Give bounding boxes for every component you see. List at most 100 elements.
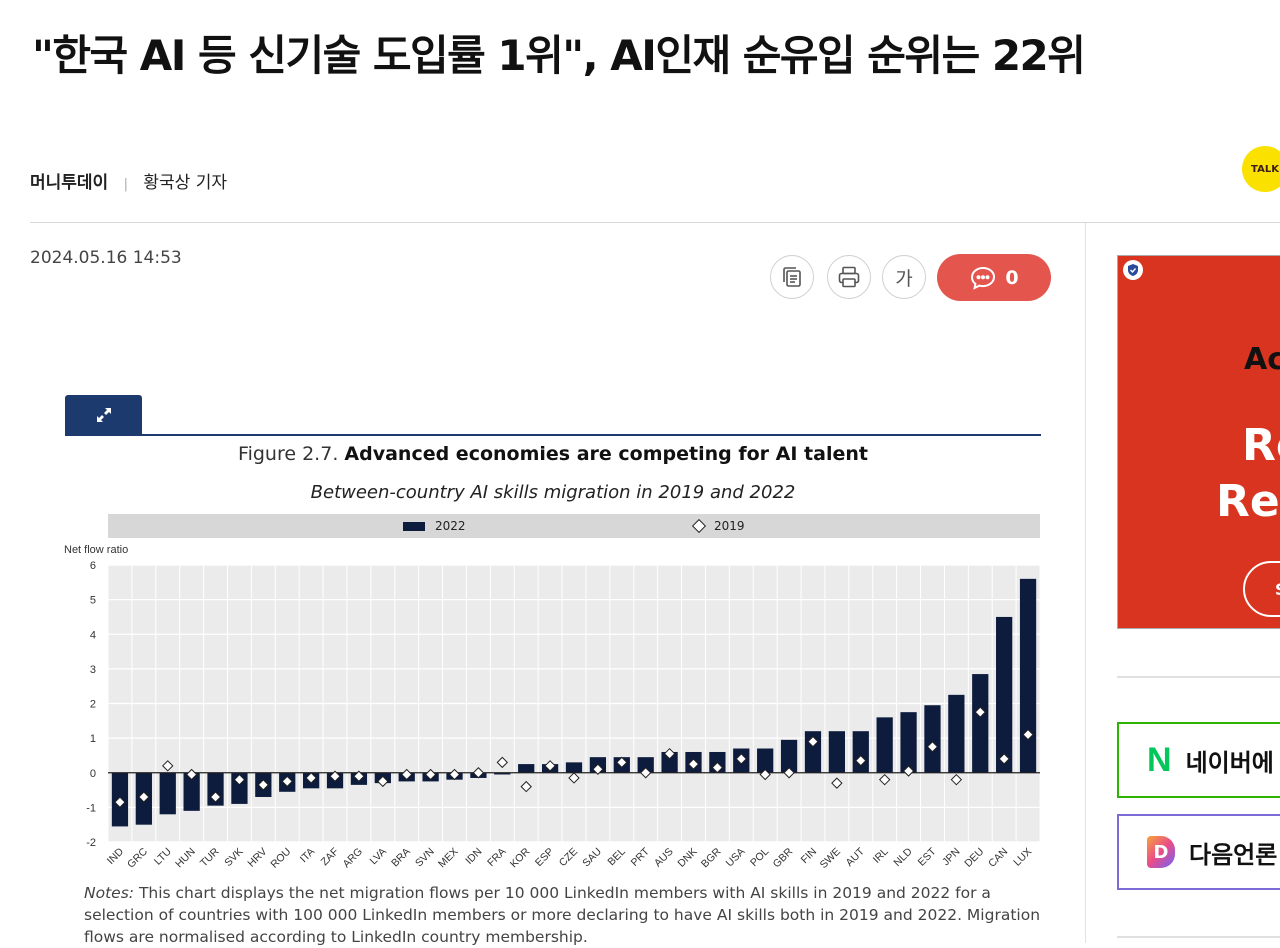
bar-2022 [828,731,845,773]
x-tick-label: ROU [268,846,293,871]
byline-separator: | [123,177,128,192]
bar-2022 [159,772,176,815]
column-divider [1085,223,1086,943]
marker-2019 [472,767,485,779]
x-tick-label: ARG [340,846,365,871]
x-tick-label: SAU [580,846,604,870]
x-tick-label: BRA [389,846,413,870]
y-tick-label: 2 [90,699,96,711]
y-tick-label: 3 [90,664,96,676]
reporter-name[interactable]: 황국상 기자 [143,173,228,193]
x-tick-label: GBR [771,845,796,870]
x-tick-label: ESP [533,846,556,869]
x-tick-label: TUR [198,845,222,869]
marker-2019 [926,741,939,753]
expand-figure-button[interactable] [65,395,142,434]
bar-2022 [757,748,774,773]
x-tick-label: ITA [298,846,317,865]
figure-title: Figure 2.7. Advanced economies are compe… [65,443,1041,465]
copy-button[interactable] [770,255,814,299]
marker-2019 [401,768,413,781]
x-tick-label: AUT [844,845,868,869]
article-headline: "한국 AI 등 신기술 도입률 1위", AI인재 순유입 순위는 22위 [32,31,1086,80]
x-tick-label: PRT [629,845,653,869]
bar-2022 [924,705,941,773]
marker-2019 [687,758,700,770]
marker-2019 [855,754,867,767]
x-tick-label: LTU [152,846,174,868]
marker-2019 [544,760,556,772]
x-tick-label: BGR [699,845,724,870]
font-size-button[interactable]: 가 [882,255,926,299]
press-name[interactable]: 머니투데이 [30,173,109,193]
naver-subscribe-button[interactable]: N 네이버에 [1117,722,1280,798]
advertisement-banner[interactable]: Ac Re Rec S [1117,255,1280,629]
shield-icon [1123,260,1143,280]
marker-2019 [138,791,150,803]
marker-2019 [663,747,676,760]
marker-2019 [759,768,771,781]
bar-2022 [780,739,798,773]
x-tick-label: FIN [799,846,819,866]
marker-2019 [998,753,1010,765]
kakaotalk-share-button[interactable]: TALK [1242,146,1280,192]
marker-2019 [616,756,628,769]
y-tick-label: 6 [90,560,96,572]
marker-2019 [162,760,174,772]
y-tick-label: 4 [90,629,96,641]
marker-2019 [592,763,604,775]
figure-number: Figure 2.7. [238,443,339,465]
ad-text-line3: Rec [1216,476,1280,527]
marker-2019 [233,773,246,786]
x-tick-label: HRV [245,846,269,870]
x-tick-label: IRL [871,846,891,866]
bar-2022 [637,757,654,773]
x-tick-label: DEU [962,846,986,870]
notes-label: Notes: [84,884,134,902]
x-tick-label: KOR [508,845,533,870]
ad-cta-button[interactable]: S [1243,561,1280,617]
daum-subscribe-button[interactable]: D 다음언론 [1117,814,1280,890]
legend-label-2019: 2019 [714,519,745,533]
marker-2019 [974,706,986,718]
x-tick-label: EST [916,845,939,868]
legend-item-2019: 2019 [691,518,745,534]
x-tick-label: LUX [1011,846,1034,869]
y-axis-label: Net flow ratio [64,544,128,556]
x-tick-label: SVN [413,846,437,870]
legend-label-2022: 2022 [435,519,466,533]
marker-2019 [878,773,891,786]
bar-2022 [494,772,511,775]
x-tick-label: SVK [222,846,245,869]
x-tick-label: FRA [485,846,508,869]
x-tick-label: DNK [675,846,699,870]
daum-subscribe-label: 다음언론 [1189,840,1278,869]
comment-icon [971,266,996,290]
bar-2022 [661,751,678,773]
x-tick-label: LVA [368,846,389,867]
x-tick-label: SWE [818,846,843,871]
marker-2019 [711,761,724,774]
marker-2019 [807,735,819,748]
bar-2022 [876,717,893,773]
print-button[interactable] [827,255,871,299]
x-tick-label: IDN [463,846,484,867]
x-tick-label: POL [748,846,771,869]
legend-item-2022: 2022 [403,519,466,533]
marker-2019 [902,765,915,777]
bar-2022 [518,764,535,773]
comment-button[interactable]: 0 [937,254,1051,301]
byline: 머니투데이 | 황국상 기자 [30,168,227,193]
x-tick-label: JPN [940,846,963,869]
marker-2019 [281,775,293,788]
ad-text-line2: Re [1242,420,1280,471]
x-tick-label: CAN [986,846,1010,870]
x-tick-label: GRC [125,845,150,870]
daum-logo-icon: D [1147,836,1175,868]
marker-2019 [257,779,270,791]
figure-top-rule [65,434,1041,436]
naver-logo-icon: N [1147,740,1172,779]
font-size-label: 가 [895,267,913,290]
chart-legend: 2022 2019 [108,514,1040,538]
